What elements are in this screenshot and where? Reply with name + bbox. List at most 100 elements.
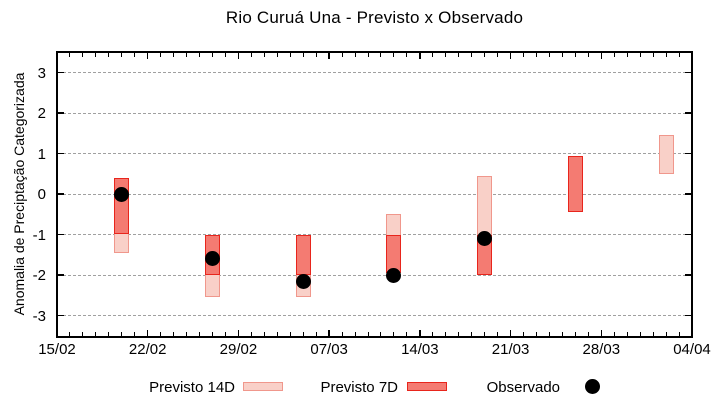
x-tick-minor bbox=[199, 332, 201, 336]
x-tick-major bbox=[146, 53, 149, 59]
x-tick-major bbox=[600, 330, 603, 336]
x-tick-major bbox=[509, 53, 512, 59]
x-tick-minor bbox=[626, 332, 628, 336]
x-tick-minor bbox=[574, 53, 576, 57]
x-tick-minor bbox=[561, 332, 563, 336]
x-tick-minor bbox=[212, 332, 213, 336]
x-tick-major bbox=[691, 330, 693, 336]
x-tick-minor bbox=[497, 332, 499, 336]
x-tick-minor bbox=[263, 53, 265, 57]
x-tick-major bbox=[691, 53, 693, 59]
x-tick-minor bbox=[108, 53, 110, 57]
x-tick-minor bbox=[289, 53, 291, 57]
x-tick-minor bbox=[613, 53, 615, 57]
x-tick-minor bbox=[432, 53, 434, 57]
x-tick-minor bbox=[639, 332, 641, 336]
x-tick-minor bbox=[341, 332, 343, 336]
x-tick-minor bbox=[354, 53, 356, 57]
x-tick-minor bbox=[484, 53, 486, 57]
x-tick-minor bbox=[276, 332, 278, 336]
x-tick-minor bbox=[639, 53, 641, 57]
gridline bbox=[58, 112, 691, 114]
previsto-7d-bar bbox=[567, 155, 583, 213]
x-tick-minor bbox=[445, 332, 447, 336]
x-tick-minor bbox=[250, 332, 252, 336]
gridline bbox=[58, 153, 691, 154]
x-tick-minor bbox=[548, 332, 550, 336]
x-tick-minor bbox=[561, 53, 563, 57]
x-tick-minor bbox=[341, 53, 343, 57]
x-tick-minor bbox=[665, 332, 667, 336]
x-tick-major bbox=[328, 53, 330, 59]
x-tick-minor bbox=[380, 332, 382, 336]
y-tick bbox=[58, 314, 64, 317]
x-tick-minor bbox=[302, 332, 304, 336]
observado-dot bbox=[114, 186, 130, 202]
gridline bbox=[58, 315, 691, 316]
gridline bbox=[58, 274, 691, 276]
x-tick-major bbox=[56, 53, 58, 59]
legend-label-range-7d: Previsto 7D bbox=[320, 379, 398, 396]
x-tick-minor bbox=[173, 53, 175, 57]
x-tick-minor bbox=[199, 53, 201, 57]
x-tick-minor bbox=[160, 53, 162, 57]
x-tick-minor bbox=[574, 332, 576, 336]
y-tick bbox=[685, 193, 691, 195]
x-tick-minor bbox=[367, 53, 369, 57]
observado-dot bbox=[477, 231, 493, 247]
y-tick bbox=[685, 314, 691, 317]
x-tick-major bbox=[146, 330, 149, 336]
x-tick-minor bbox=[535, 332, 537, 336]
x-tick-minor bbox=[458, 53, 460, 57]
x-tick-minor bbox=[82, 332, 84, 336]
x-tick-minor bbox=[432, 332, 434, 336]
x-tick-minor bbox=[69, 53, 71, 57]
x-tick-minor bbox=[523, 53, 525, 57]
x-tick-major bbox=[600, 53, 603, 59]
x-tick-minor bbox=[121, 332, 123, 336]
x-tick-minor bbox=[367, 332, 369, 336]
x-tick-minor bbox=[289, 332, 291, 336]
y-tick-label: -1 bbox=[32, 226, 46, 244]
y-tick bbox=[685, 112, 691, 114]
x-tick-minor bbox=[160, 332, 162, 336]
x-tick-minor bbox=[212, 53, 213, 57]
x-tick-minor bbox=[678, 53, 680, 57]
previsto-7d-bar bbox=[295, 234, 311, 275]
x-tick-minor bbox=[354, 332, 356, 336]
y-tick bbox=[58, 274, 64, 276]
x-tick-minor bbox=[108, 332, 110, 336]
y-tick-label: 0 bbox=[37, 186, 46, 203]
y-tick bbox=[685, 71, 691, 74]
x-tick-minor bbox=[121, 53, 123, 57]
x-tick-label: 21/03 bbox=[491, 341, 530, 358]
x-tick-minor bbox=[315, 332, 317, 336]
x-tick-minor bbox=[613, 332, 615, 336]
x-tick-minor bbox=[497, 53, 499, 57]
x-tick-label: 04/04 bbox=[673, 341, 711, 358]
x-tick-label: 07/03 bbox=[310, 341, 348, 358]
y-tick bbox=[685, 152, 691, 155]
x-tick-minor bbox=[315, 53, 317, 57]
x-tick-minor bbox=[471, 53, 473, 57]
x-tick-minor bbox=[186, 332, 188, 336]
x-tick-major bbox=[328, 330, 330, 336]
x-tick-minor bbox=[224, 53, 226, 57]
legend-label-dot: Observado bbox=[486, 379, 560, 396]
y-tick bbox=[58, 193, 64, 195]
x-tick-label: 28/03 bbox=[582, 341, 621, 358]
x-tick-minor bbox=[652, 332, 654, 336]
x-tick-minor bbox=[678, 332, 680, 336]
x-tick-minor bbox=[652, 53, 654, 57]
x-tick-major bbox=[237, 330, 240, 336]
x-tick-minor bbox=[523, 332, 525, 336]
x-tick-minor bbox=[626, 53, 628, 57]
legend-observado-dot bbox=[584, 378, 600, 394]
x-tick-minor bbox=[587, 332, 589, 336]
x-tick-minor bbox=[587, 53, 589, 57]
legend-key-range-7d bbox=[407, 382, 447, 391]
gridline bbox=[58, 234, 691, 235]
x-tick-minor bbox=[484, 332, 486, 336]
x-tick-minor bbox=[393, 332, 395, 336]
x-tick-minor bbox=[665, 53, 667, 57]
